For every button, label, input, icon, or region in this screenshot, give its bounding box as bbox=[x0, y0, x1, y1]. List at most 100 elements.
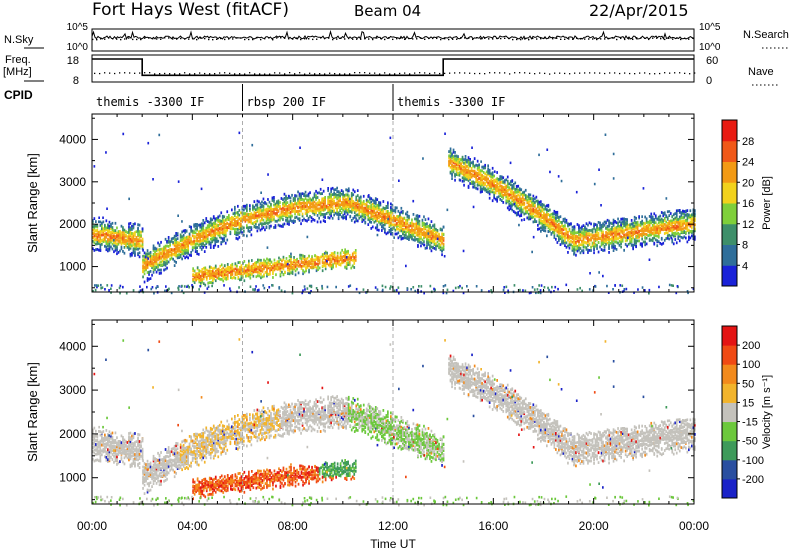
power-mark bbox=[202, 222, 205, 226]
power-mark bbox=[137, 223, 139, 227]
power-mark bbox=[511, 195, 514, 199]
power-mark bbox=[400, 219, 403, 223]
power-mark bbox=[494, 178, 497, 182]
power-mark bbox=[493, 187, 495, 191]
power-mark bbox=[290, 255, 292, 258]
power-mark bbox=[584, 233, 586, 236]
power-mark bbox=[463, 165, 465, 169]
power-mark bbox=[476, 171, 479, 175]
power-mark bbox=[423, 231, 425, 234]
power-mark bbox=[343, 198, 346, 202]
power-mark bbox=[137, 242, 139, 246]
power-mark bbox=[353, 201, 356, 205]
power-mark bbox=[469, 170, 471, 173]
noise-search-dot bbox=[292, 38, 294, 40]
power-mark bbox=[396, 222, 398, 225]
power-mark bbox=[405, 227, 407, 231]
noise-search-dot bbox=[164, 37, 166, 39]
power-mark bbox=[612, 246, 615, 249]
power-mark bbox=[134, 252, 136, 256]
power-mark bbox=[324, 197, 326, 201]
power-mark bbox=[685, 225, 687, 229]
power-mark bbox=[96, 232, 99, 236]
power-mark bbox=[220, 277, 223, 281]
power-mark bbox=[614, 235, 616, 239]
power-mark bbox=[193, 275, 196, 279]
power-mark bbox=[261, 212, 263, 216]
power-mark bbox=[579, 247, 582, 250]
power-mark bbox=[362, 206, 365, 210]
power-mark bbox=[541, 221, 544, 225]
power-mark bbox=[565, 229, 568, 233]
power-mark bbox=[185, 255, 188, 259]
power-mark bbox=[597, 221, 600, 224]
power-mark bbox=[167, 236, 170, 239]
power-mark bbox=[621, 220, 624, 224]
power-mark bbox=[104, 229, 106, 232]
nave-dot bbox=[659, 72, 661, 75]
power-mark bbox=[568, 229, 571, 233]
power-mark bbox=[193, 235, 195, 238]
power-mark bbox=[163, 260, 165, 264]
power-mark bbox=[629, 225, 631, 228]
power-mark bbox=[220, 227, 223, 231]
power-mark bbox=[206, 233, 209, 237]
power-mark bbox=[285, 204, 287, 207]
power-mark bbox=[686, 219, 689, 222]
power-mark bbox=[188, 241, 191, 244]
power-mark bbox=[636, 234, 639, 238]
power-mark bbox=[336, 190, 338, 193]
power-mark bbox=[479, 180, 482, 184]
power-mark bbox=[535, 207, 538, 211]
power-mark bbox=[182, 229, 185, 233]
power-mark bbox=[596, 234, 598, 237]
power-mark bbox=[209, 230, 212, 234]
power-mark bbox=[406, 210, 409, 214]
power-mark bbox=[614, 237, 616, 240]
power-mark bbox=[439, 227, 442, 231]
power-mark bbox=[254, 268, 256, 272]
power-mark bbox=[217, 233, 220, 237]
power-mark bbox=[220, 241, 223, 244]
power-mark bbox=[340, 201, 343, 204]
power-mark bbox=[222, 279, 225, 283]
power-mark bbox=[138, 246, 141, 250]
power-mark bbox=[454, 173, 456, 176]
noise-search-dot bbox=[300, 38, 302, 41]
power-mark bbox=[192, 285, 194, 289]
power-mark bbox=[185, 248, 188, 252]
power-mark bbox=[650, 212, 653, 216]
power-mark bbox=[414, 228, 416, 232]
power-mark bbox=[668, 214, 671, 217]
power-mark bbox=[352, 206, 355, 209]
power-mark bbox=[181, 246, 183, 249]
power-mark bbox=[531, 216, 533, 219]
power-mark bbox=[273, 261, 276, 265]
power-mark bbox=[671, 238, 674, 242]
power-mark bbox=[626, 244, 628, 248]
power-mark bbox=[605, 237, 607, 241]
power-mark bbox=[258, 266, 261, 270]
power-mark bbox=[626, 219, 628, 223]
power-mark bbox=[382, 200, 385, 203]
power-mark bbox=[406, 218, 409, 222]
noise-search-dot bbox=[312, 38, 314, 41]
noise-search-dot bbox=[580, 38, 582, 40]
power-mark bbox=[666, 231, 669, 235]
power-mark bbox=[605, 234, 607, 237]
power-mark bbox=[470, 172, 473, 176]
power-mark bbox=[167, 245, 170, 248]
power-mark bbox=[388, 214, 391, 218]
power-mark bbox=[173, 247, 176, 251]
power-mark bbox=[618, 228, 621, 232]
power-mark bbox=[509, 187, 512, 191]
power-mark bbox=[114, 221, 117, 225]
power-mark bbox=[244, 206, 247, 210]
power-mark bbox=[600, 241, 603, 245]
power-mark bbox=[271, 215, 274, 219]
power-mark bbox=[534, 214, 536, 218]
power-mark bbox=[155, 259, 158, 263]
power-mark bbox=[327, 206, 329, 209]
power-mark bbox=[283, 197, 286, 200]
power-mark bbox=[367, 200, 370, 203]
